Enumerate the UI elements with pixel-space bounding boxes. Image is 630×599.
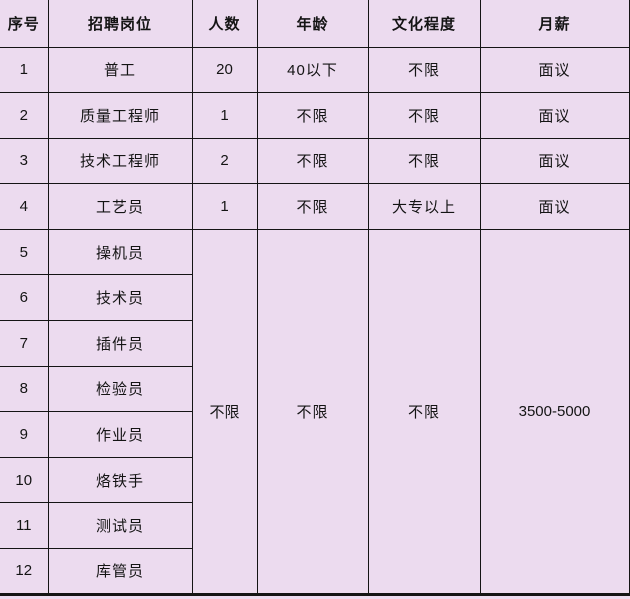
cell-age: 40以下 [256, 46, 369, 94]
cell-age: 不限 [256, 137, 369, 185]
table-row: 11 测试员 [0, 502, 629, 550]
cell-salary: 面议 [479, 92, 630, 139]
merged-cell-age: 不限 [256, 228, 369, 595]
cell-position: 测试员 [47, 502, 193, 550]
cell-position: 作业员 [47, 411, 193, 458]
cell-position: 插件员 [47, 320, 193, 367]
cell-education: 不限 [367, 137, 481, 185]
cell-no: 6 [0, 274, 49, 322]
cell-count: 20 [191, 46, 258, 94]
header-salary: 月薪 [479, 0, 630, 48]
cell-position: 技术工程师 [47, 137, 193, 185]
cell-no: 9 [0, 411, 49, 458]
merged-cell-education: 不限 [367, 228, 481, 595]
cell-no: 11 [0, 502, 49, 550]
cell-no: 7 [0, 320, 49, 367]
cell-education: 大专以上 [367, 183, 481, 230]
cell-age: 不限 [256, 92, 369, 139]
table-row: 5 操机员 不限 不限 不限 3500-5000 [0, 228, 630, 595]
cell-position: 库管员 [47, 548, 193, 595]
cell-no: 1 [0, 46, 49, 94]
table-row: 9 作业员 [0, 411, 629, 458]
merged-cell-salary: 3500-5000 [479, 228, 630, 595]
header-education: 文化程度 [367, 0, 481, 48]
table-row: 8 检验员 [0, 365, 629, 413]
cell-no: 10 [0, 456, 49, 504]
cell-education: 不限 [367, 46, 481, 94]
cell-no: 4 [0, 183, 49, 230]
table-row: 4 工艺员 1 不限 大专以上 面议 [0, 183, 630, 230]
cell-position: 工艺员 [47, 183, 193, 230]
cell-count: 1 [191, 92, 258, 139]
header-count: 人数 [191, 0, 258, 48]
cell-count: 1 [191, 183, 258, 230]
cell-position: 质量工程师 [47, 92, 193, 139]
cell-no: 3 [0, 137, 49, 185]
cell-position: 普工 [47, 46, 193, 94]
cell-age: 不限 [256, 183, 369, 230]
cell-no: 2 [0, 92, 49, 139]
merged-cell-count: 不限 [191, 228, 258, 595]
cell-no: 8 [0, 365, 49, 413]
cell-position: 烙铁手 [47, 456, 193, 504]
header-position: 招聘岗位 [47, 0, 193, 48]
header-row: 序号 招聘岗位 人数 年龄 文化程度 月薪 [0, 0, 630, 48]
cell-count: 2 [191, 137, 258, 185]
header-age: 年龄 [256, 0, 369, 48]
table-row: 3 技术工程师 2 不限 不限 面议 [0, 137, 630, 185]
cell-position: 技术员 [47, 274, 193, 322]
cell-position: 操机员 [47, 228, 193, 276]
cell-salary: 面议 [479, 137, 630, 185]
cell-salary: 面议 [479, 46, 630, 94]
cell-education: 不限 [367, 92, 481, 139]
table-row: 2 质量工程师 1 不限 不限 面议 [0, 92, 630, 139]
table-row: 12 库管员 [0, 548, 629, 595]
cell-salary: 面议 [479, 183, 630, 230]
cell-no: 5 [0, 228, 49, 276]
cell-no: 12 [0, 548, 49, 595]
table-row: 10 烙铁手 [0, 456, 629, 504]
header-no: 序号 [0, 0, 49, 48]
table-row: 1 普工 20 40以下 不限 面议 [0, 46, 630, 94]
cell-position: 检验员 [47, 365, 193, 413]
